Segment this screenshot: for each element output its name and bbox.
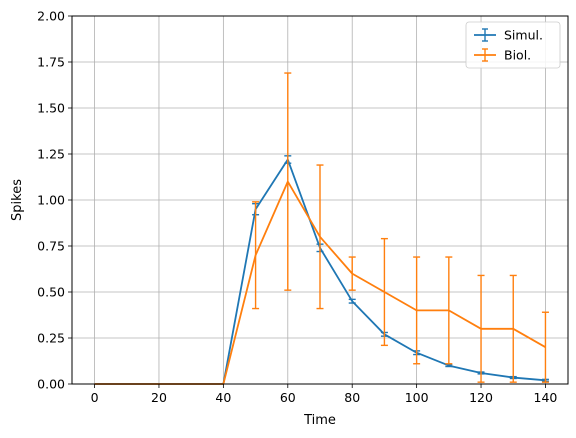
y-axis-label: Spikes: [10, 179, 25, 221]
legend-label: Biol.: [504, 48, 531, 63]
x-tick-label: 100: [405, 390, 429, 405]
y-tick-label: 1.75: [37, 55, 65, 70]
legend-entry: Biol.: [474, 48, 531, 63]
x-tick-label: 0: [91, 390, 99, 405]
y-tick-label: 2.00: [37, 9, 65, 24]
x-axis: 0 20 40 60 80 100 120 140: [91, 384, 558, 405]
x-tick-label: 140: [534, 390, 558, 405]
x-axis-label: Time: [303, 413, 336, 428]
y-tick-label: 1.00: [37, 193, 65, 208]
x-tick-label: 120: [469, 390, 493, 405]
legend-entry: Simul.: [474, 28, 543, 43]
x-tick-label: 80: [344, 390, 360, 405]
y-tick-label: 1.25: [37, 147, 65, 162]
legend-label: Simul.: [504, 28, 543, 43]
x-tick-label: 60: [280, 390, 296, 405]
y-tick-label: 0.25: [37, 331, 65, 346]
y-axis: 0.00 0.25 0.50 0.75 1.00 1.25 1.50 1.75 2.00: [37, 9, 72, 392]
y-tick-label: 0.00: [37, 377, 65, 392]
legend: Simul. Biol.: [465, 21, 561, 69]
y-tick-label: 0.75: [37, 239, 65, 254]
y-tick-label: 1.50: [37, 101, 65, 116]
x-tick-label: 40: [215, 390, 231, 405]
x-tick-label: 20: [151, 390, 167, 405]
y-tick-label: 0.50: [37, 285, 65, 300]
legend-box: [465, 21, 561, 69]
